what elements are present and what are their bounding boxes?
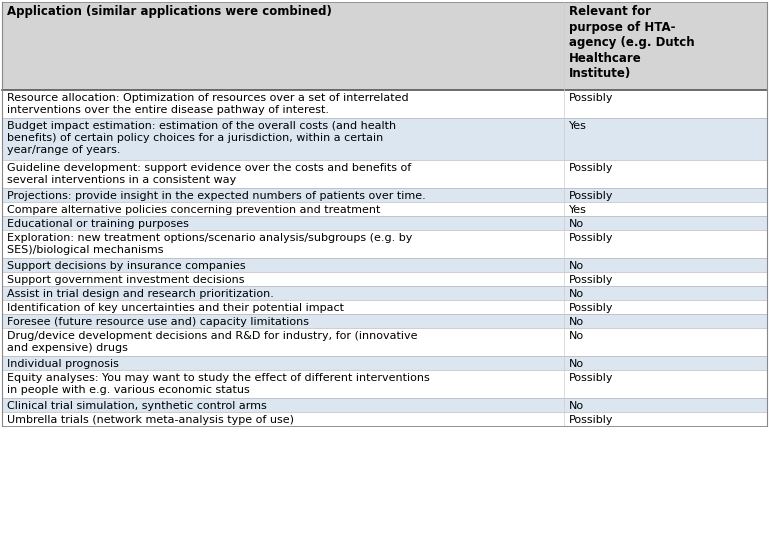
Bar (564, 272, 767, 286)
Text: No: No (569, 261, 584, 271)
Bar (564, 2, 767, 90)
Text: Yes: Yes (569, 205, 588, 215)
Bar (2, 160, 564, 188)
Text: No: No (569, 317, 584, 327)
Bar (564, 118, 767, 160)
Bar (2, 216, 564, 230)
Bar (2, 202, 564, 216)
Text: Identification of key uncertainties and their potential impact: Identification of key uncertainties and … (7, 303, 344, 313)
Bar (2, 230, 564, 258)
Bar (564, 188, 767, 202)
Bar (564, 216, 767, 230)
Bar (564, 398, 767, 412)
Bar (564, 314, 767, 328)
Text: Possibly: Possibly (569, 303, 614, 313)
Text: Yes: Yes (569, 121, 588, 131)
Text: Support decisions by insurance companies: Support decisions by insurance companies (7, 261, 245, 271)
Bar (2, 398, 564, 412)
Text: Equity analyses: You may want to study the effect of different interventions
in : Equity analyses: You may want to study t… (7, 373, 430, 395)
Bar (2, 300, 564, 314)
Bar (2, 118, 564, 160)
Bar (564, 412, 767, 426)
Bar (564, 258, 767, 272)
Text: Guideline development: support evidence over the costs and benefits of
several i: Guideline development: support evidence … (7, 163, 411, 185)
Text: Relevant for
purpose of HTA-
agency (e.g. Dutch
Healthcare
Institute): Relevant for purpose of HTA- agency (e.g… (569, 5, 695, 80)
Bar (2, 356, 564, 370)
Bar (564, 356, 767, 370)
Text: Umbrella trials (network meta-analysis type of use): Umbrella trials (network meta-analysis t… (7, 415, 294, 425)
Bar (564, 202, 767, 216)
Bar (2, 188, 564, 202)
Bar (2, 328, 564, 356)
Text: Exploration: new treatment options/scenario analysis/subgroups (e.g. by
SES)/bio: Exploration: new treatment options/scena… (7, 233, 412, 255)
Text: No: No (569, 359, 584, 369)
Text: No: No (569, 331, 584, 341)
Text: Compare alternative policies concerning prevention and treatment: Compare alternative policies concerning … (7, 205, 381, 215)
Bar (564, 160, 767, 188)
Bar (564, 328, 767, 356)
Bar (2, 258, 564, 272)
Text: Possibly: Possibly (569, 373, 614, 383)
Text: Budget impact estimation: estimation of the overall costs (and health
benefits) : Budget impact estimation: estimation of … (7, 121, 396, 155)
Text: Foresee (future resource use and) capacity limitations: Foresee (future resource use and) capaci… (7, 317, 309, 327)
Bar (564, 230, 767, 258)
Text: Drug/device development decisions and R&D for industry, for (innovative
and expe: Drug/device development decisions and R&… (7, 331, 418, 353)
Text: Clinical trial simulation, synthetic control arms: Clinical trial simulation, synthetic con… (7, 401, 267, 411)
Text: Possibly: Possibly (569, 93, 614, 103)
Bar (564, 90, 767, 118)
Text: Possibly: Possibly (569, 163, 614, 173)
Bar (2, 2, 564, 90)
Text: Possibly: Possibly (569, 415, 614, 425)
Text: Application (similar applications were combined): Application (similar applications were c… (7, 5, 332, 18)
Text: Resource allocation: Optimization of resources over a set of interrelated
interv: Resource allocation: Optimization of res… (7, 93, 408, 115)
Text: Assist in trial design and research prioritization.: Assist in trial design and research prio… (7, 289, 274, 299)
Bar (2, 90, 564, 118)
Text: Possibly: Possibly (569, 233, 614, 243)
Text: No: No (569, 219, 584, 229)
Bar (2, 370, 564, 398)
Text: Possibly: Possibly (569, 275, 614, 285)
Bar (2, 314, 564, 328)
Bar (2, 286, 564, 300)
Text: Possibly: Possibly (569, 191, 614, 201)
Bar (564, 286, 767, 300)
Bar (564, 370, 767, 398)
Text: Support government investment decisions: Support government investment decisions (7, 275, 245, 285)
Text: Individual prognosis: Individual prognosis (7, 359, 119, 369)
Text: No: No (569, 289, 584, 299)
Bar (2, 412, 564, 426)
Bar (564, 300, 767, 314)
Bar (2, 272, 564, 286)
Text: Projections: provide insight in the expected numbers of patients over time.: Projections: provide insight in the expe… (7, 191, 426, 201)
Text: Educational or training purposes: Educational or training purposes (7, 219, 189, 229)
Text: No: No (569, 401, 584, 411)
